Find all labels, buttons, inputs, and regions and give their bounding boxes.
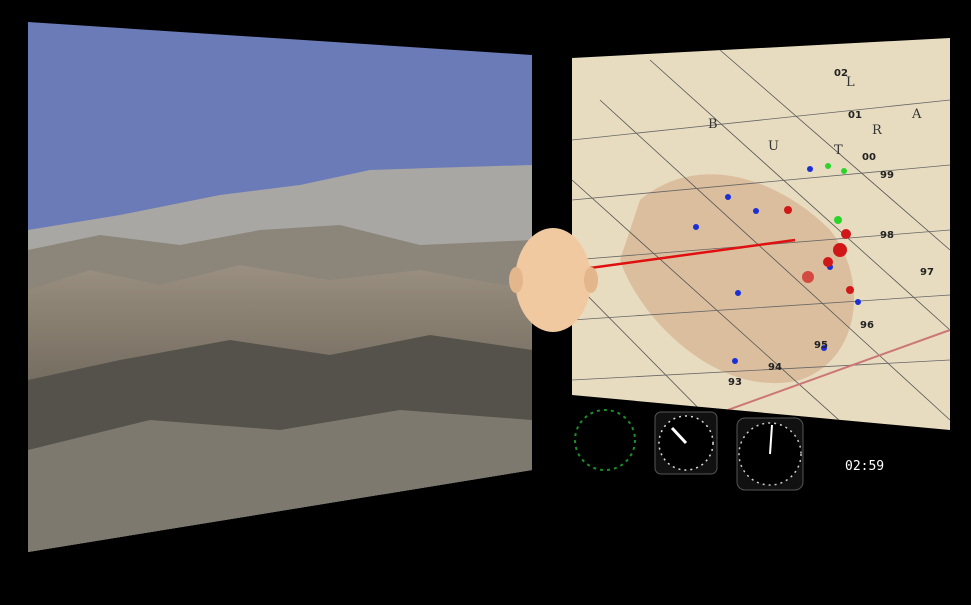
map-letter: B: [708, 117, 718, 132]
timer: 02:59: [845, 459, 884, 474]
compass: [574, 409, 636, 471]
grid-label: 96: [860, 320, 874, 331]
needle: [670, 426, 688, 445]
needle: [769, 424, 773, 455]
map-letter: T: [834, 143, 843, 158]
map-letter: R: [872, 123, 883, 138]
gaze-line: [589, 238, 796, 270]
grid-label: 01: [848, 110, 862, 121]
grid-label: 94: [768, 362, 782, 373]
map-letter: A: [911, 107, 922, 122]
grid-label: 93: [728, 377, 742, 388]
grid-label: 95: [814, 340, 828, 351]
grid-label: 00: [862, 152, 876, 163]
map-letter: U: [768, 139, 779, 154]
grid-label: 02: [834, 68, 848, 79]
grid-label: 97: [920, 267, 934, 278]
map-letter: L: [846, 75, 855, 90]
grid-label: 99: [880, 170, 894, 181]
map-view: [572, 38, 950, 430]
map-grid-labels: 02 01 00 99 98 97 96 95 94 93 B U T R A …: [708, 68, 934, 388]
terrain-view: [28, 22, 532, 552]
instruments: 02:59: [574, 409, 884, 491]
head-avatar: [509, 228, 598, 332]
grid-label: 98: [880, 230, 894, 241]
